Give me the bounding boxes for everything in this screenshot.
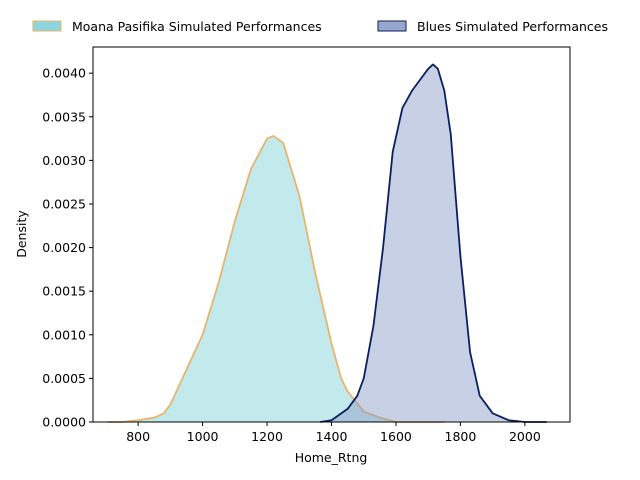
axes-frame bbox=[92, 46, 571, 423]
legend: Moana Pasifika Simulated Performances Blu… bbox=[32, 19, 608, 34]
y-tick-label: 0.0005 bbox=[42, 371, 86, 386]
series-1-area bbox=[320, 64, 547, 422]
y-axis: 0.0000 0.0005 0.0010 0.0015 0.0020 0.0025 0.00… bbox=[42, 66, 93, 430]
series-0-line bbox=[107, 135, 445, 423]
legend-label-0: Moana Pasifika Simulated Performances bbox=[72, 19, 322, 34]
x-tick-label: 1600 bbox=[380, 429, 412, 444]
y-tick-label: 0.0040 bbox=[42, 66, 86, 81]
x-tick-label: 1200 bbox=[251, 429, 283, 444]
y-tick-label: 0.0035 bbox=[42, 109, 86, 124]
legend-label-1: Blues Simulated Performances bbox=[417, 19, 608, 34]
legend-swatch-1 bbox=[377, 20, 407, 32]
x-tick-label: 2000 bbox=[509, 429, 541, 444]
series-1-line bbox=[320, 63, 547, 423]
series-0-area bbox=[107, 135, 445, 422]
x-axis-label: Home_Rtng bbox=[295, 450, 368, 465]
x-tick-label: 1000 bbox=[187, 429, 219, 444]
x-tick-label: 1400 bbox=[316, 429, 348, 444]
plot-area bbox=[107, 63, 547, 423]
y-tick-label: 0.0025 bbox=[42, 196, 86, 211]
y-tick-label: 0.0015 bbox=[42, 284, 86, 299]
legend-swatch-0 bbox=[32, 20, 62, 32]
x-axis: 800 1000 1200 1400 1600 1800 2000 bbox=[126, 422, 541, 444]
y-axis-label: Density bbox=[14, 210, 29, 258]
y-tick-label: 0.0030 bbox=[42, 153, 86, 168]
y-tick-label: 0.0010 bbox=[42, 327, 86, 342]
y-tick-label: 0.0000 bbox=[42, 415, 86, 430]
y-tick-label: 0.0020 bbox=[42, 240, 86, 255]
x-tick-label: 800 bbox=[126, 429, 150, 444]
x-tick-label: 1800 bbox=[445, 429, 477, 444]
